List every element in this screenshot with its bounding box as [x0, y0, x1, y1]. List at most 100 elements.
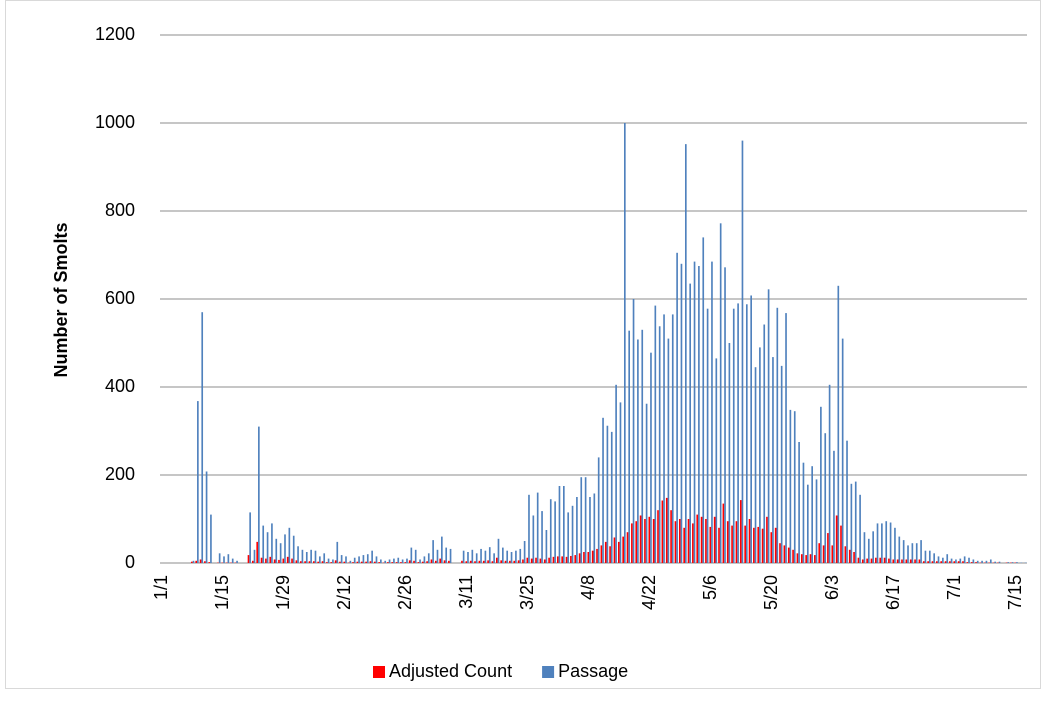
bar — [449, 548, 452, 563]
bar — [609, 546, 611, 563]
bar — [552, 556, 555, 563]
bar — [881, 523, 883, 563]
bar — [327, 558, 330, 563]
bar — [985, 560, 988, 563]
bar — [802, 462, 805, 563]
bar — [523, 541, 526, 563]
bar — [774, 527, 777, 563]
x-tick-label: 1/29 — [273, 575, 293, 610]
bar — [944, 561, 947, 563]
bar — [846, 440, 848, 563]
bar — [210, 514, 212, 563]
bar — [469, 560, 472, 563]
bar — [922, 561, 925, 563]
bar — [591, 550, 594, 563]
bar — [530, 558, 533, 563]
bar — [955, 559, 957, 563]
bar — [419, 559, 421, 563]
bar — [504, 560, 507, 563]
bar — [279, 543, 282, 563]
bar — [761, 528, 764, 563]
bar — [953, 561, 956, 563]
bar — [273, 559, 276, 563]
bar — [271, 523, 273, 563]
bar — [818, 543, 821, 563]
x-tick-label: 6/3 — [822, 575, 842, 600]
bar — [535, 557, 537, 563]
bar — [191, 561, 193, 563]
bar — [484, 550, 487, 563]
bar — [199, 559, 202, 563]
bar — [291, 558, 293, 563]
bar — [949, 561, 951, 563]
x-tick-label: 3/11 — [456, 575, 476, 609]
bar — [940, 561, 943, 563]
bar — [800, 554, 803, 563]
bar — [975, 562, 977, 563]
bar — [204, 561, 206, 563]
bar — [994, 561, 996, 563]
bar — [597, 457, 600, 563]
bar — [689, 283, 692, 563]
bar — [395, 562, 398, 563]
bar — [766, 516, 768, 563]
bar — [806, 484, 809, 563]
bar — [497, 538, 500, 563]
bar — [767, 289, 770, 563]
bar — [478, 560, 481, 563]
bar — [445, 547, 448, 563]
x-tick-label: 5/6 — [700, 575, 720, 600]
bar — [543, 559, 546, 563]
bar — [493, 553, 495, 563]
bar — [517, 560, 520, 563]
bar — [319, 556, 321, 563]
bar — [349, 560, 352, 563]
bar — [462, 550, 465, 563]
bar — [850, 483, 853, 563]
bar — [236, 560, 238, 563]
x-tick-label: 7/1 — [944, 575, 964, 600]
bar — [641, 329, 644, 563]
bar — [872, 531, 874, 563]
bar — [584, 477, 587, 563]
bar — [626, 532, 629, 563]
bar — [757, 526, 760, 563]
bar — [426, 561, 428, 563]
bar — [665, 497, 668, 563]
bar — [439, 558, 442, 563]
bar — [384, 560, 387, 563]
bar — [905, 559, 908, 563]
bar — [705, 519, 707, 563]
bar — [278, 559, 280, 563]
bar — [282, 558, 285, 563]
bar — [937, 556, 940, 563]
x-tick-label: 2/26 — [395, 575, 415, 610]
bar — [600, 545, 603, 563]
bar — [353, 557, 356, 563]
bar — [576, 497, 578, 563]
bar — [378, 562, 381, 563]
bar — [314, 550, 317, 563]
bar — [924, 550, 927, 563]
bar — [1016, 562, 1018, 563]
bar — [754, 367, 757, 563]
bar — [918, 559, 921, 563]
bar — [824, 433, 827, 563]
bar — [1007, 562, 1010, 563]
bar — [750, 295, 752, 563]
bar — [475, 553, 478, 563]
bar — [809, 554, 812, 563]
bar — [959, 558, 962, 563]
bar — [393, 558, 395, 563]
bar — [763, 324, 766, 563]
legend-label: Passage — [558, 661, 628, 681]
bar — [936, 561, 938, 563]
bar — [663, 314, 665, 563]
bar — [195, 560, 198, 563]
y-axis-label: Number of Smolts — [51, 222, 71, 377]
bar — [336, 541, 339, 563]
bar — [561, 556, 564, 563]
bar — [927, 561, 929, 563]
bar — [833, 450, 835, 563]
bar — [332, 559, 334, 563]
